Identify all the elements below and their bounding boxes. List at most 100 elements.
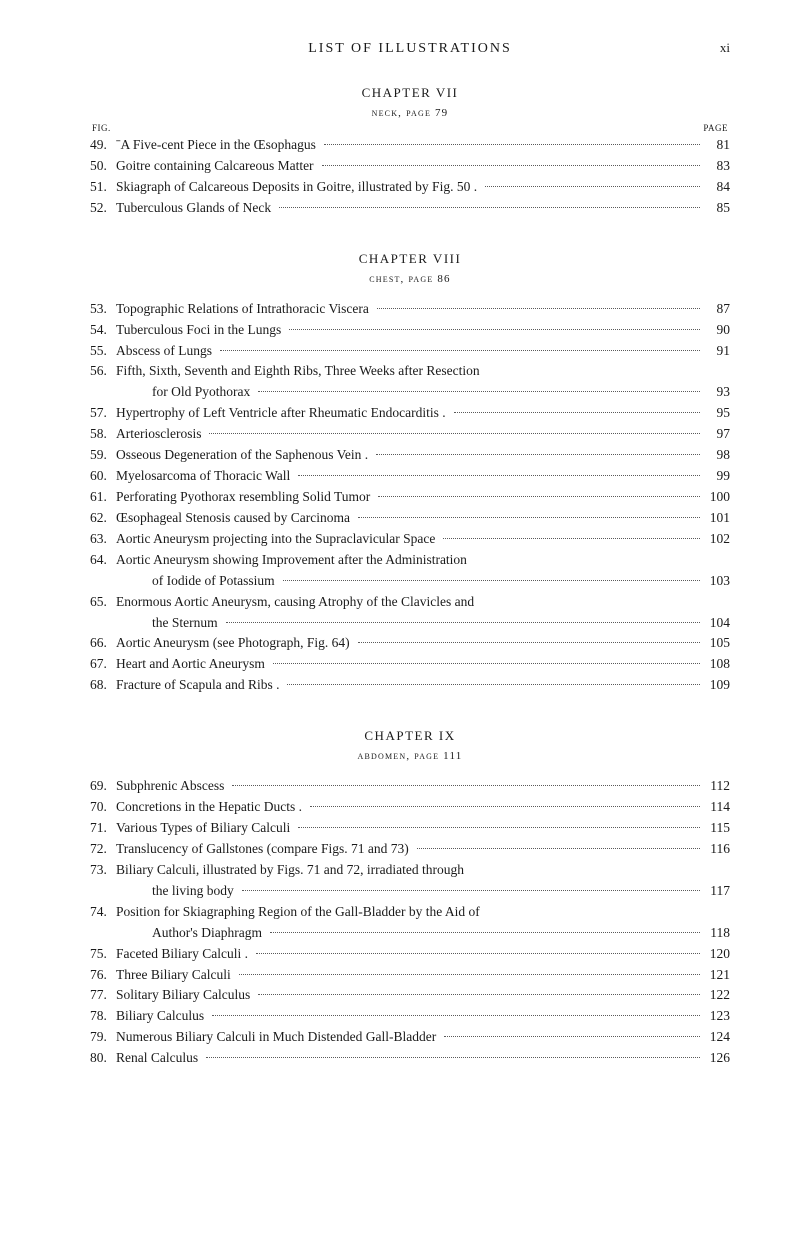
entry-label: Skiagraph of Calcareous Deposits in Goit…	[116, 177, 477, 198]
entry-fig-number: 51.	[90, 177, 116, 198]
dot-leader	[298, 827, 700, 828]
entry-label-cont: for Old Pyothorax	[152, 382, 250, 403]
entry-fig-number: 52.	[90, 198, 116, 219]
entry-label: Position for Skiagraphing Region of the …	[116, 902, 480, 923]
entry-fig-number: 59.	[90, 445, 116, 466]
entry-label-cont: the living body	[152, 881, 234, 902]
entry-label: Enormous Aortic Aneurysm, causing Atroph…	[116, 592, 474, 613]
toc-entry: 66.Aortic Aneurysm (see Photograph, Fig.…	[90, 633, 730, 654]
entry-fig-number: 78.	[90, 1006, 116, 1027]
dot-leader	[239, 974, 700, 975]
entry-page: 91	[704, 341, 730, 362]
entry-label: Three Biliary Calculi	[116, 965, 231, 986]
dot-leader	[358, 642, 700, 643]
chapter-heading: CHAPTER IX	[90, 728, 730, 744]
dot-leader	[289, 329, 700, 330]
entry-fig-number: 72.	[90, 839, 116, 860]
entry-fig-number: 73.	[90, 860, 116, 881]
toc-entry-continuation: .the Sternum104	[90, 613, 730, 634]
dot-leader	[378, 496, 700, 497]
entry-fig-number: 55.	[90, 341, 116, 362]
entry-label: Aortic Aneurysm projecting into the Supr…	[116, 529, 435, 550]
dot-leader	[377, 308, 700, 309]
entry-label-cont: the Sternum	[152, 613, 218, 634]
toc-entry: 64.Aortic Aneurysm showing Improvement a…	[90, 550, 730, 571]
toc-entry: 77.Solitary Biliary Calculus122	[90, 985, 730, 1006]
toc-entry-continuation: .of Iodide of Potassium103	[90, 571, 730, 592]
entry-fig-number: 62.	[90, 508, 116, 529]
entry-fig-number: 49.	[90, 135, 116, 156]
entry-fig-number: 66.	[90, 633, 116, 654]
entry-page: 84	[704, 177, 730, 198]
toc-entry: 50.Goitre containing Calcareous Matter83	[90, 156, 730, 177]
entry-label-cont: Author's Diaphragm	[152, 923, 262, 944]
entry-page: 126	[704, 1048, 730, 1069]
entry-fig-number: 74.	[90, 902, 116, 923]
toc-entry: 69.Subphrenic Abscess112	[90, 776, 730, 797]
toc-entry: 70.Concretions in the Hepatic Ducts .114	[90, 797, 730, 818]
toc-entry: 49.ˉA Five-cent Piece in the Œsophagus 81	[90, 135, 730, 156]
entry-label: Translucency of Gallstones (compare Figs…	[116, 839, 409, 860]
toc-entry: 68.Fracture of Scapula and Ribs .109	[90, 675, 730, 696]
entry-fig-number: 76.	[90, 965, 116, 986]
dot-leader	[232, 785, 700, 786]
entry-page: 98	[704, 445, 730, 466]
entry-page: 100	[704, 487, 730, 508]
entry-label: Concretions in the Hepatic Ducts .	[116, 797, 302, 818]
entry-label: Biliary Calculi, illustrated by Figs. 71…	[116, 860, 464, 881]
dot-leader	[273, 663, 700, 664]
entry-label: ˉA Five-cent Piece in the Œsophagus	[116, 135, 316, 156]
toc-entry-continuation: .for Old Pyothorax93	[90, 382, 730, 403]
toc-entry: 73.Biliary Calculi, illustrated by Figs.…	[90, 860, 730, 881]
entry-page: 81	[704, 135, 730, 156]
entry-page: 97	[704, 424, 730, 445]
entry-label: Solitary Biliary Calculus	[116, 985, 250, 1006]
entry-page: 101	[704, 508, 730, 529]
entry-label: Various Types of Biliary Calculi	[116, 818, 290, 839]
entry-page: 116	[704, 839, 730, 860]
entry-page: 102	[704, 529, 730, 550]
entry-label: Topographic Relations of Intrathoracic V…	[116, 299, 369, 320]
dot-leader	[220, 350, 700, 351]
toc-entry: 65.Enormous Aortic Aneurysm, causing Atr…	[90, 592, 730, 613]
entry-label: Osseous Degeneration of the Saphenous Ve…	[116, 445, 368, 466]
entry-label: Numerous Biliary Calculi in Much Distend…	[116, 1027, 436, 1048]
entry-page: 118	[704, 923, 730, 944]
entry-page: 109	[704, 675, 730, 696]
chapter-heading: CHAPTER VII	[90, 85, 730, 101]
entry-fig-number: 71.	[90, 818, 116, 839]
chapter-heading: CHAPTER VIII	[90, 251, 730, 267]
entry-page: 108	[704, 654, 730, 675]
entry-page: 105	[704, 633, 730, 654]
dot-leader	[324, 144, 700, 145]
entry-page: 85	[704, 198, 730, 219]
entry-page: 115	[704, 818, 730, 839]
entry-fig-number: 67.	[90, 654, 116, 675]
entry-fig-number: 54.	[90, 320, 116, 341]
dot-leader	[417, 848, 700, 849]
entry-label: Tuberculous Foci in the Lungs	[116, 320, 281, 341]
toc-entry-continuation: .the living body117	[90, 881, 730, 902]
section-subtitle: neck, page 79	[90, 107, 730, 119]
entry-fig-number: 70.	[90, 797, 116, 818]
toc-entry: 63.Aortic Aneurysm projecting into the S…	[90, 529, 730, 550]
entry-fig-number: 68.	[90, 675, 116, 696]
col-label-page: PAGE	[703, 123, 728, 133]
dot-leader	[258, 391, 700, 392]
entry-label: Tuberculous Glands of Neck	[116, 198, 271, 219]
entry-label: Goitre containing Calcareous Matter	[116, 156, 314, 177]
entry-fig-number: 53.	[90, 299, 116, 320]
entry-label: Abscess of Lungs	[116, 341, 212, 362]
page-header: . LIST OF ILLUSTRATIONS xi	[90, 40, 730, 57]
column-labels: FIG.PAGE	[90, 123, 730, 133]
entry-page: 99	[704, 466, 730, 487]
toc-entry: 72.Translucency of Gallstones (compare F…	[90, 839, 730, 860]
entry-fig-number: 56.	[90, 361, 116, 382]
entry-fig-number: 57.	[90, 403, 116, 424]
dot-leader	[226, 622, 700, 623]
dot-leader	[443, 538, 700, 539]
entry-page: 122	[704, 985, 730, 1006]
dot-leader	[206, 1057, 700, 1058]
dot-leader	[310, 806, 700, 807]
entry-fig-number: 80.	[90, 1048, 116, 1069]
